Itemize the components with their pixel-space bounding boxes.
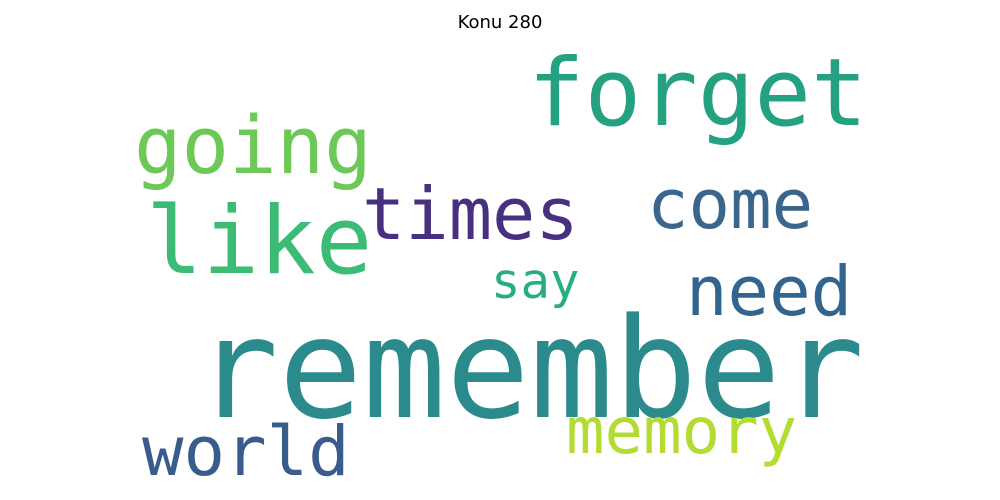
word-need: need — [686, 252, 853, 332]
word-going: going — [134, 100, 372, 192]
word-remember: remember — [195, 288, 865, 450]
word-times: times — [362, 172, 579, 256]
word-come: come — [647, 165, 814, 245]
page-title: Konu 280 — [457, 12, 543, 33]
word-forget: forget — [528, 39, 868, 148]
word-say: say — [491, 253, 580, 310]
word-world: world — [142, 412, 350, 492]
word-memory: memory — [566, 395, 798, 469]
word-like: like — [146, 187, 373, 296]
